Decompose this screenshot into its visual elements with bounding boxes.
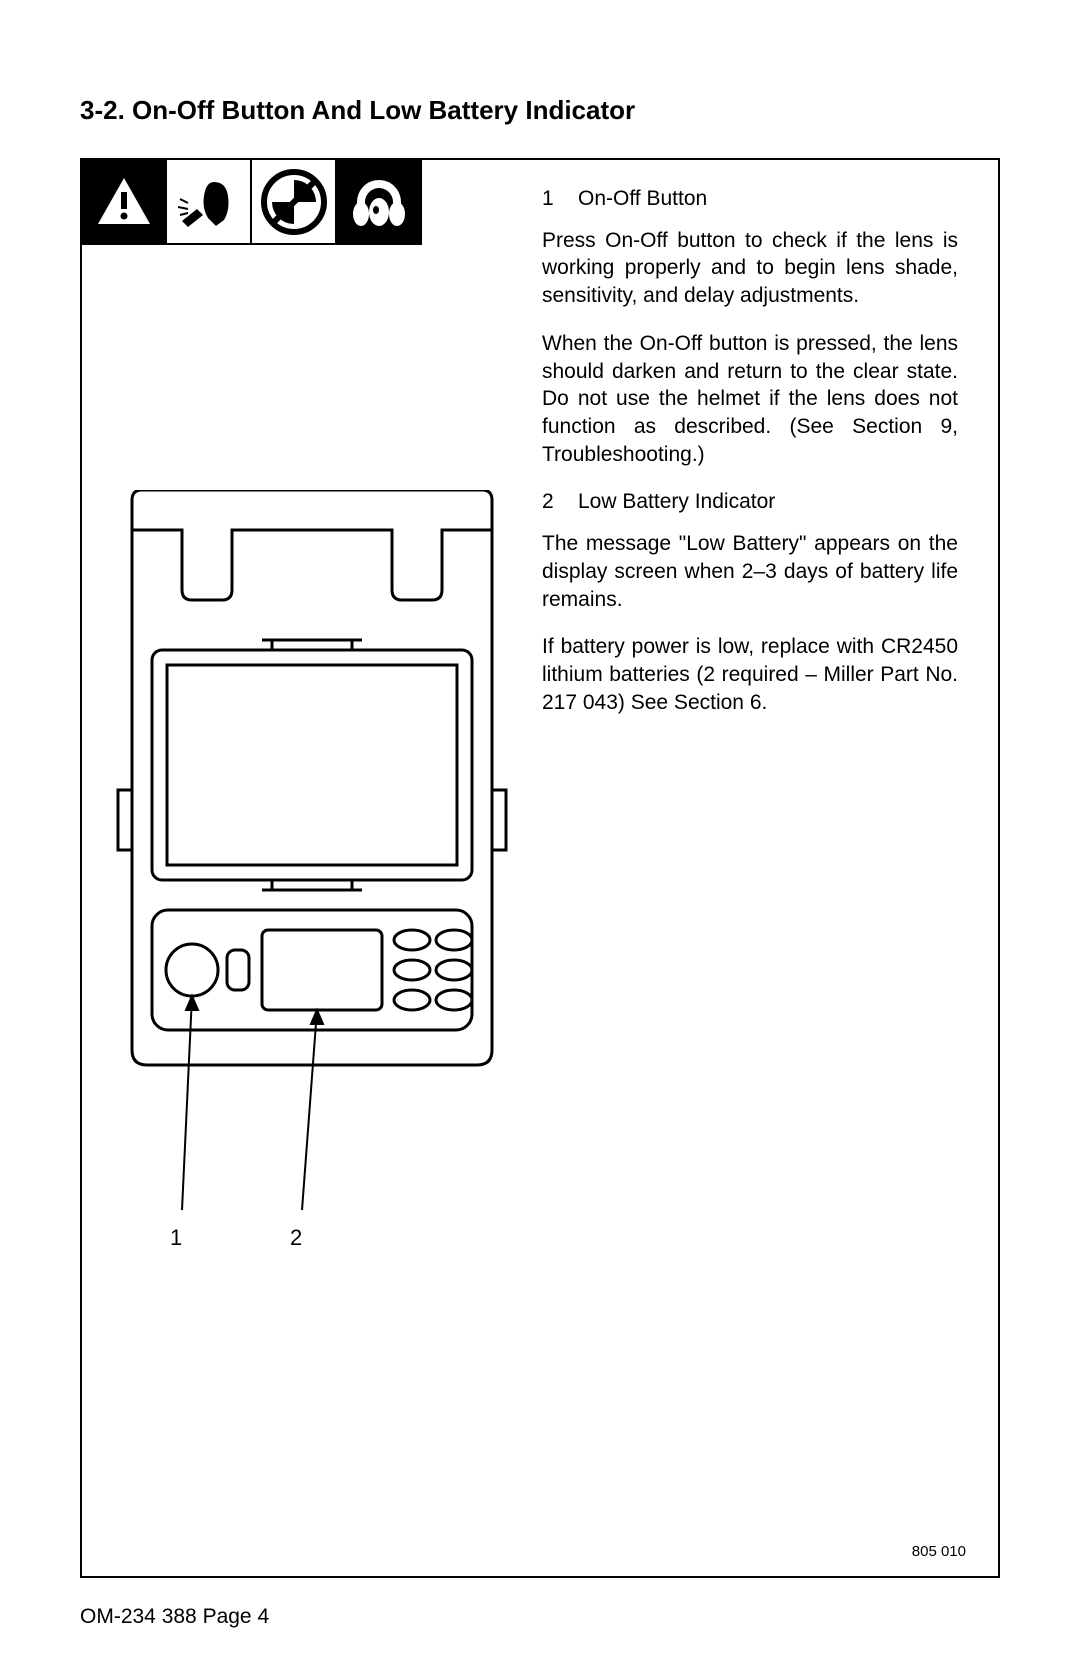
hearing-protection-icon [335,160,420,243]
safety-icon-row [82,160,422,245]
item-2-heading: 2Low Battery Indicator [542,488,958,516]
callout-2: 2 [290,1225,302,1251]
welding-shield-icon [165,160,250,243]
device-diagram: 1 2 [112,490,512,1310]
item-1-label: On-Off Button [578,187,707,210]
figure-id: 805 010 [912,1543,966,1560]
paragraph-3: The message "Low Battery" appears on the… [542,530,958,613]
paragraph-1: Press On-Off button to check if the lens… [542,227,958,310]
item-1-heading: 1On-Off Button [542,185,958,213]
item-2-number: 2 [542,488,578,516]
page-footer: OM-234 388 Page 4 [80,1605,269,1629]
section-heading: 3-2. On-Off Button And Low Battery Indic… [80,95,1000,126]
item-2-label: Low Battery Indicator [578,490,775,513]
figure-frame: 1On-Off Button Press On-Off button to ch… [80,158,1000,1578]
prohibition-icon [250,160,335,243]
paragraph-2: When the On-Off button is pressed, the l… [542,330,958,469]
manual-page: 3-2. On-Off Button And Low Battery Indic… [0,0,1080,1669]
callout-1: 1 [170,1225,182,1251]
paragraph-4: If battery power is low, replace with CR… [542,633,958,716]
warning-icon [82,160,165,243]
item-1-number: 1 [542,185,578,213]
description-column: 1On-Off Button Press On-Off button to ch… [542,185,958,737]
